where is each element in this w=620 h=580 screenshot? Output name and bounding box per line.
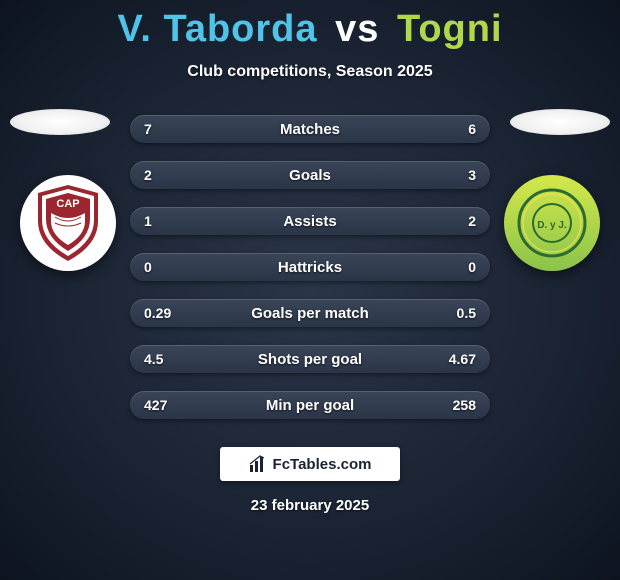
subtitle: Club competitions, Season 2025 (0, 63, 620, 81)
stat-row: 4.5 Shots per goal 4.67 (130, 345, 490, 373)
comparison-title: V. Taborda vs Togni (0, 0, 620, 51)
stat-label: Goals per match (130, 305, 490, 322)
team-badge-right: D. y J. (504, 175, 600, 271)
stat-label: Shots per goal (130, 351, 490, 368)
stat-label: Hattricks (130, 259, 490, 276)
stat-label: Assists (130, 213, 490, 230)
brand-text: FcTables.com (273, 456, 372, 473)
badge-left-initials: CAP (56, 198, 79, 210)
stat-right-value: 2 (468, 213, 476, 229)
spotlight-right (510, 109, 610, 135)
stat-right-value: 3 (468, 167, 476, 183)
stat-row: 1 Assists 2 (130, 207, 490, 235)
stats-rows: 7 Matches 6 2 Goals 3 1 Assists 2 0 Hatt… (130, 115, 490, 419)
stat-label: Matches (130, 121, 490, 138)
stat-right-value: 4.67 (449, 351, 476, 367)
player2-name: Togni (397, 8, 503, 50)
spotlight-left (10, 109, 110, 135)
stat-label: Goals (130, 167, 490, 184)
badge-right-initials: D. y J. (537, 220, 567, 231)
stat-row: 0 Hattricks 0 (130, 253, 490, 281)
circle-badge-icon: D. y J. (517, 188, 587, 258)
team-badge-left: CAP (20, 175, 116, 271)
brand-badge: FcTables.com (220, 447, 400, 481)
vs-label: vs (335, 8, 379, 50)
stat-right-value: 0.5 (457, 305, 476, 321)
stat-right-value: 258 (453, 397, 476, 413)
stat-label: Min per goal (130, 397, 490, 414)
stat-row: 0.29 Goals per match 0.5 (130, 299, 490, 327)
stat-right-value: 0 (468, 259, 476, 275)
stat-row: 427 Min per goal 258 (130, 391, 490, 419)
stat-right-value: 6 (468, 121, 476, 137)
shield-icon: CAP (33, 183, 103, 263)
stat-row: 7 Matches 6 (130, 115, 490, 143)
date-label: 23 february 2025 (0, 497, 620, 514)
bar-chart-icon (249, 455, 267, 473)
comparison-arena: CAP D. y J. 7 Matches 6 2 Goals 3 1 Assi… (0, 115, 620, 419)
player1-name: V. Taborda (117, 8, 317, 50)
stat-row: 2 Goals 3 (130, 161, 490, 189)
